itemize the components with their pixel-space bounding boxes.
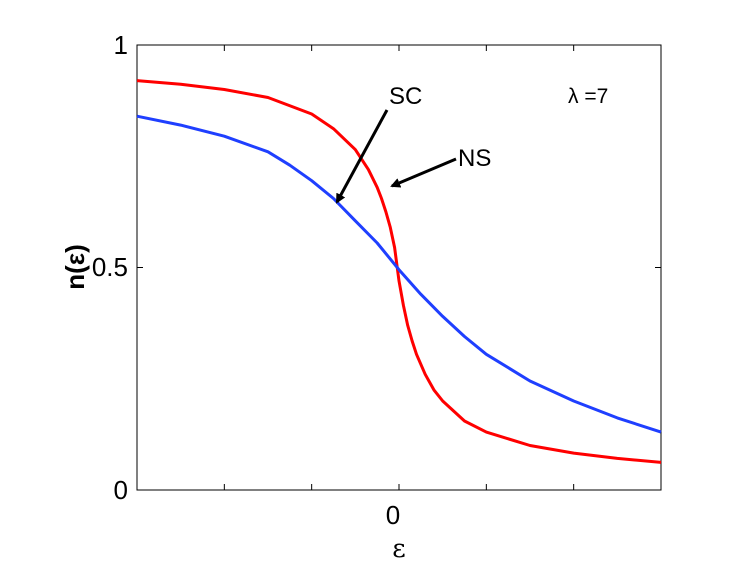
ns-annotation-label: NS bbox=[458, 145, 491, 172]
x-axis-label: ε bbox=[392, 534, 405, 562]
series-line-ns bbox=[136, 79, 662, 464]
series-layer bbox=[136, 79, 662, 464]
y-tick-label-0: 0 bbox=[114, 475, 128, 505]
ns-annotation-arrow bbox=[390, 157, 457, 188]
y-tick-label-0.5: 0.5 bbox=[92, 252, 128, 282]
x-tick-label-0: 0 bbox=[386, 500, 400, 530]
y-axis-label: n(ε) bbox=[60, 244, 90, 290]
sc-annotation-label: SC bbox=[389, 83, 422, 110]
parameter-label: λ =7 bbox=[568, 85, 608, 108]
series-line-sc bbox=[136, 114, 662, 434]
y-tick-label-1: 1 bbox=[114, 30, 128, 60]
sc-annotation-arrow bbox=[335, 109, 389, 204]
tick-marks bbox=[137, 44, 661, 491]
